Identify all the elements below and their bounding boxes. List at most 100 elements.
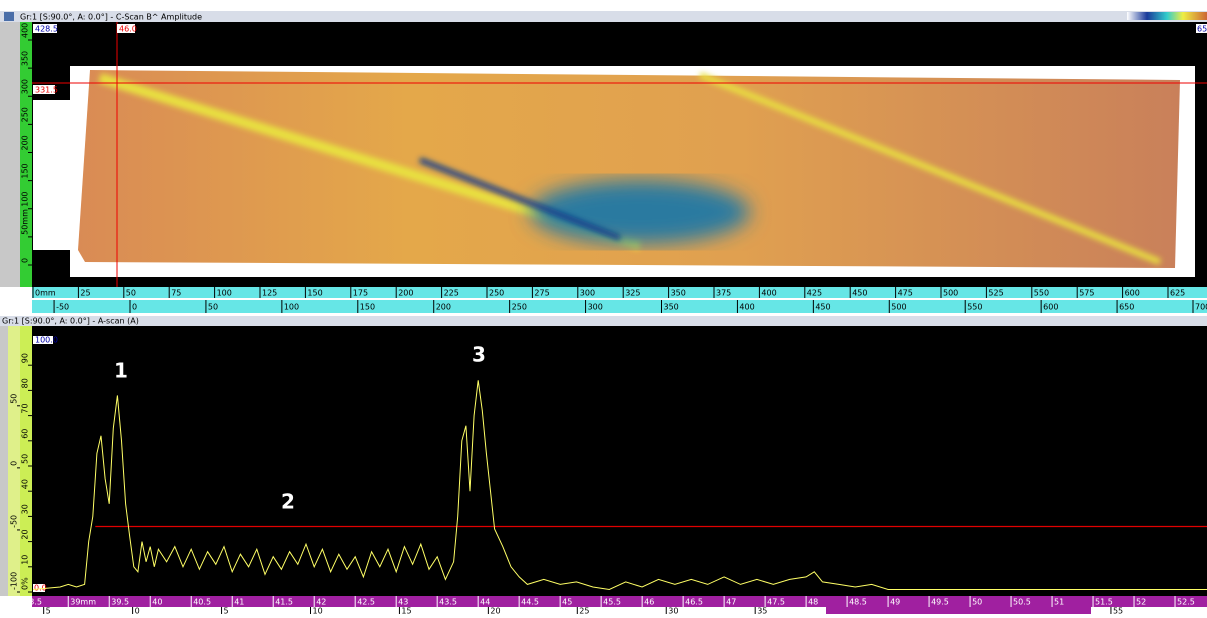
x-tick-label: 500: [891, 303, 906, 312]
y-tick-label: 100: [21, 191, 30, 206]
x-tick-label: 600: [1125, 289, 1140, 298]
x-tick-label: 50: [972, 598, 982, 607]
y-tick-label: 10: [21, 555, 30, 565]
x-tick-label: 45: [562, 598, 572, 607]
x-tick-label: 50.5: [1013, 598, 1031, 607]
y-tick-label: 400: [21, 23, 30, 38]
x-tick-label: 550: [967, 303, 982, 312]
top-left-value: 428.5: [35, 25, 58, 34]
x-tick-label: 150: [307, 289, 322, 298]
x-tick-label: 375: [716, 289, 731, 298]
x-ruler: [32, 287, 1207, 298]
x-tick-label: 100: [217, 289, 232, 298]
x-tick-label: 525: [988, 289, 1003, 298]
x-tick-label: 0: [135, 607, 140, 615]
x-tick-label: 175: [353, 289, 368, 298]
x-tick-label: 42: [316, 598, 326, 607]
x-tick-label: 3.5: [29, 598, 42, 607]
x-tick-label: 55: [1113, 607, 1123, 615]
x-tick-label: 300: [588, 303, 603, 312]
top-label: 100.0: [35, 336, 58, 345]
x-tick-label: 550: [1034, 289, 1049, 298]
x-tick-label: 15: [401, 607, 411, 615]
x-tick-label: 46.5: [685, 598, 703, 607]
x-tick-label: 250: [512, 303, 527, 312]
x-tick-label: 47: [726, 598, 736, 607]
x-tick-label: 200: [398, 289, 413, 298]
y-tick-label: 0: [21, 258, 30, 263]
x-tick-label: 400: [761, 289, 776, 298]
title-bar[interactable]: [0, 316, 1207, 326]
x-tick-label: 48.5: [849, 598, 867, 607]
x-tick-label: 325: [625, 289, 640, 298]
x-tick-label: 0: [132, 303, 137, 312]
ascan-title: Gr:1 [S:90.0°, A: 0.0°] - A-scan (A): [2, 317, 139, 326]
annotation: 3: [472, 343, 486, 367]
x-tick-label: 47.5: [767, 598, 785, 607]
x-tick-label: 52.5: [1177, 598, 1195, 607]
x-tick-label: 475: [898, 289, 913, 298]
screen: Gr:1 [S:90.0°, A: 0.0°] - C-Scan B^ Ampl…: [0, 0, 1207, 614]
x-tick-label: 49.5: [931, 598, 949, 607]
range-bar[interactable]: [826, 607, 1091, 614]
y-tick-label: 200: [21, 135, 30, 150]
x-tick-label: 35: [757, 607, 767, 615]
y-tick-label: 50: [21, 454, 30, 464]
y-tick-label: 250: [21, 107, 30, 122]
x-tick-label: -50: [56, 303, 69, 312]
y2-tick-label: -100: [10, 572, 19, 590]
top-right-value: 65: [1197, 25, 1207, 34]
x-tick-label: 5: [46, 607, 51, 615]
x-tick-label: 51.5: [1095, 598, 1113, 607]
x-tick-label: 25: [579, 607, 589, 615]
x-tick-label: 44.5: [521, 598, 539, 607]
x-tick-label: 40: [152, 598, 162, 607]
x-tick-label: 5: [224, 607, 229, 615]
color-scale: [1127, 12, 1207, 20]
y-tick-label: 150: [21, 163, 30, 178]
x-tick-label: 50: [208, 303, 218, 312]
x-tick-label: 46: [644, 598, 654, 607]
x-tick-label: 250: [489, 289, 504, 298]
x-tick-label: 41.5: [275, 598, 293, 607]
x-tick-label: 51: [1054, 598, 1064, 607]
x-tick-label: 275: [534, 289, 549, 298]
x-tick-label: 45.5: [603, 598, 621, 607]
cursor-x-label: 46.0: [119, 25, 137, 34]
y2-tick-label: 0: [10, 461, 19, 466]
x-tick-label: 39mm: [70, 598, 96, 607]
x-tick-label: 650: [1119, 303, 1134, 312]
x-tick-label: 48: [808, 598, 818, 607]
y-tick-label: 90: [21, 353, 30, 363]
window-icon[interactable]: [4, 12, 14, 21]
x-tick-label: 30: [668, 607, 678, 615]
x-tick-label: 75: [171, 289, 181, 298]
x-tick-label: 425: [807, 289, 822, 298]
y-tick-label: 70: [21, 403, 30, 413]
y-tick-label: 60: [21, 429, 30, 439]
x-tick-label: 42.5: [357, 598, 375, 607]
x-tick-label: 125: [262, 289, 277, 298]
x-tick-label: 625: [1170, 289, 1185, 298]
x-tick-label: 200: [436, 303, 451, 312]
x-tick-label: 44: [480, 598, 490, 607]
x-tick-label: 52: [1136, 598, 1146, 607]
scan-defect: [530, 180, 750, 244]
y-tick-label: 0%: [21, 577, 30, 590]
cursor-y-label: 331.5: [35, 86, 58, 95]
x-tick-label: 700: [1195, 303, 1207, 312]
x-tick-label: 350: [664, 303, 679, 312]
ruler-margin: [0, 22, 20, 287]
x-tick-label: 450: [852, 289, 867, 298]
x-tick-label: 40.5: [193, 598, 211, 607]
x-tick-label: 350: [671, 289, 686, 298]
x-tick-label: 39.5: [111, 598, 129, 607]
y-tick-label: 300: [21, 79, 30, 94]
y2-tick-label: -50: [10, 515, 19, 528]
x-tick-label: 49: [890, 598, 900, 607]
annotation: 1: [114, 359, 128, 383]
x-tick-label: 0mm: [35, 289, 56, 298]
annotation: 2: [281, 490, 295, 514]
x-tick-label: 25: [80, 289, 90, 298]
y-tick-label: 20: [21, 529, 30, 539]
